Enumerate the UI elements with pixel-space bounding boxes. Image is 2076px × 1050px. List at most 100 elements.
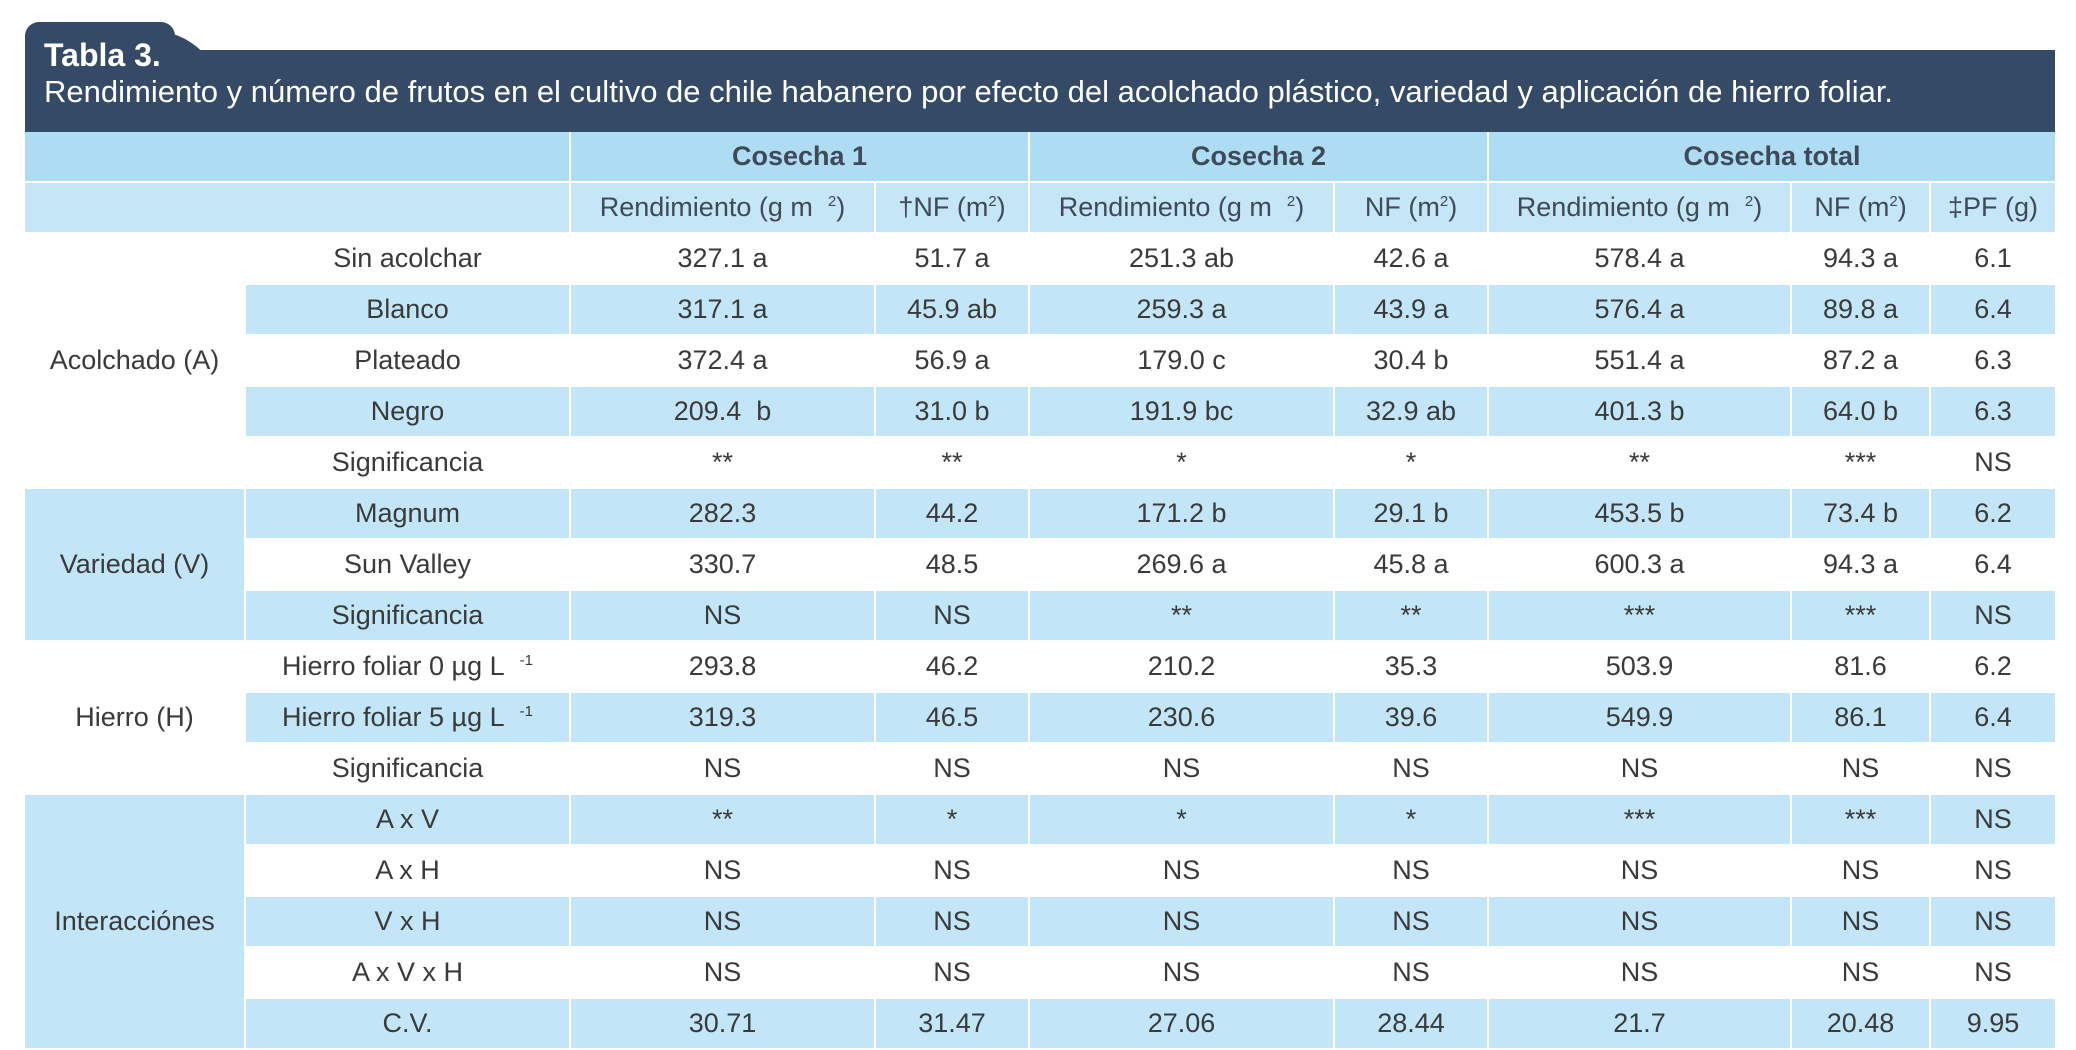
- row-label: Hierro foliar 5 µg L -1: [245, 692, 571, 744]
- cell: 46.5: [875, 692, 1031, 744]
- cell: NS: [570, 947, 876, 999]
- header-nf-total: NF (m2): [1791, 182, 1932, 234]
- row-label: Significancia: [245, 590, 571, 642]
- table-row: Blanco 317.1 a 45.9 ab 259.3 a 43.9 a 576.…: [25, 284, 2056, 336]
- row-label: Plateado: [245, 335, 571, 387]
- cell: 576.4 a: [1488, 284, 1793, 336]
- cell: NS: [875, 845, 1031, 897]
- cell: NS: [1334, 896, 1490, 948]
- table-row: Sun Valley 330.7 48.5 269.6 a 45.8 a 600.3…: [25, 539, 2056, 591]
- cell: 32.9 ab: [1334, 386, 1490, 438]
- cell: 171.2 b: [1029, 488, 1336, 540]
- header-cosecha-total: Cosecha total: [1488, 132, 2056, 183]
- cell: 6.4: [1930, 284, 2056, 336]
- cell: 39.6: [1334, 692, 1490, 744]
- cell: 51.7 a: [875, 233, 1031, 285]
- cell: *: [1029, 794, 1336, 846]
- cell: 48.5: [875, 539, 1031, 591]
- cell: NS: [570, 896, 876, 948]
- cell: ***: [1488, 794, 1793, 846]
- cell: 549.9: [1488, 692, 1793, 744]
- table-row: A x V x H NS NS NS NS NS NS NS: [25, 947, 2056, 999]
- cell: NS: [1029, 743, 1336, 795]
- cell: ***: [1791, 590, 1932, 642]
- cell: 30.4 b: [1334, 335, 1490, 387]
- cell: 21.7: [1488, 998, 1793, 1050]
- cell: 27.06: [1029, 998, 1336, 1050]
- row-label: A x V x H: [245, 947, 571, 999]
- cell: 94.3 a: [1791, 233, 1932, 285]
- cell: NS: [1930, 845, 2056, 897]
- group-hierro: Hierro (H): [25, 641, 246, 795]
- row-label: Sin acolchar: [245, 233, 571, 285]
- cell: 6.3: [1930, 335, 2056, 387]
- table-row: Interacciónes A x V ** * * * *** *** NS: [25, 794, 2056, 1050]
- cell: 259.3 a: [1029, 284, 1336, 336]
- cell: 578.4 a: [1488, 233, 1793, 285]
- cell: NS: [1029, 947, 1336, 999]
- cell: 600.3 a: [1488, 539, 1793, 591]
- cell: 30.71: [570, 998, 876, 1050]
- cell: 282.3: [570, 488, 876, 540]
- table-row: Hierro (H) Hierro foliar 0 µg L -1 293.8…: [25, 641, 2056, 795]
- row-label: Hierro foliar 0 µg L -1: [245, 641, 571, 693]
- cell: 73.4 b: [1791, 488, 1932, 540]
- cell: ***: [1791, 794, 1932, 846]
- cell: 29.1 b: [1334, 488, 1490, 540]
- cell: *: [1334, 794, 1490, 846]
- group-interacciones: Interacciónes: [25, 794, 246, 1050]
- cell: **: [1334, 590, 1490, 642]
- header-rendimiento-2: Rendimiento (g m 2): [1029, 182, 1336, 234]
- table-body: Acolchado (A) Sin acolchar 327.1 a 51.7 a…: [25, 233, 2056, 1050]
- header-cosecha-1: Cosecha 1: [570, 132, 1031, 183]
- row-label: V x H: [245, 896, 571, 948]
- cell: 210.2: [1029, 641, 1336, 693]
- cell: 327.1 a: [570, 233, 876, 285]
- cell: NS: [875, 743, 1031, 795]
- cell: 87.2 a: [1791, 335, 1932, 387]
- table-row: Plateado 372.4 a 56.9 a 179.0 c 30.4 b 551…: [25, 335, 2056, 387]
- cell: NS: [1930, 794, 2056, 846]
- cell: 43.9 a: [1334, 284, 1490, 336]
- cell: NS: [1334, 845, 1490, 897]
- cell: NS: [1791, 947, 1932, 999]
- cell: NS: [1488, 743, 1793, 795]
- cell: NS: [1488, 896, 1793, 948]
- header-blank: [25, 132, 571, 183]
- header-row-harvest: Cosecha 1 Cosecha 2 Cosecha total: [25, 132, 2056, 183]
- table-row: Acolchado (A) Sin acolchar 327.1 a 51.7 a…: [25, 233, 2056, 489]
- cell: NS: [1930, 743, 2056, 795]
- table-row: Variedad (V) Magnum 282.3 44.2 171.2 b 29.…: [25, 488, 2056, 642]
- cell: 372.4 a: [570, 335, 876, 387]
- cell: NS: [1791, 743, 1932, 795]
- table-row: V x H NS NS NS NS NS NS NS: [25, 896, 2056, 948]
- cell: **: [1488, 437, 1793, 489]
- cell: 401.3 b: [1488, 386, 1793, 438]
- cell: 293.8: [570, 641, 876, 693]
- cell: NS: [1930, 590, 2056, 642]
- table-row: Significancia NS NS NS NS NS NS NS: [25, 743, 2056, 795]
- cell: **: [875, 437, 1031, 489]
- cell: 179.0 c: [1029, 335, 1336, 387]
- cell: 6.4: [1930, 539, 2056, 591]
- cell: **: [570, 794, 876, 846]
- table-row: Hierro foliar 5 µg L -1 319.3 46.5 230.6 3…: [25, 692, 2056, 744]
- header-nf-2: NF (m2): [1334, 182, 1490, 234]
- table-row: Significancia NS NS ** ** *** *** NS: [25, 590, 2056, 642]
- cell: NS: [1488, 947, 1793, 999]
- row-label: Negro: [245, 386, 571, 438]
- cell: 20.48: [1791, 998, 1932, 1050]
- cell: NS: [1334, 743, 1490, 795]
- cell: NS: [1791, 845, 1932, 897]
- table-row: Negro 209.4 b 31.0 b 191.9 bc 32.9 ab 401.…: [25, 386, 2056, 438]
- cell: NS: [875, 947, 1031, 999]
- header-cosecha-2: Cosecha 2: [1029, 132, 1490, 183]
- cell: 89.8 a: [1791, 284, 1932, 336]
- table-caption: Tabla 3. Rendimiento y número de frutos …: [25, 22, 2055, 154]
- cell: *: [1334, 437, 1490, 489]
- row-label: Magnum: [245, 488, 571, 540]
- cell: 6.2: [1930, 641, 2056, 693]
- cell: NS: [1488, 845, 1793, 897]
- cell: 503.9: [1488, 641, 1793, 693]
- row-label: Sun Valley: [245, 539, 571, 591]
